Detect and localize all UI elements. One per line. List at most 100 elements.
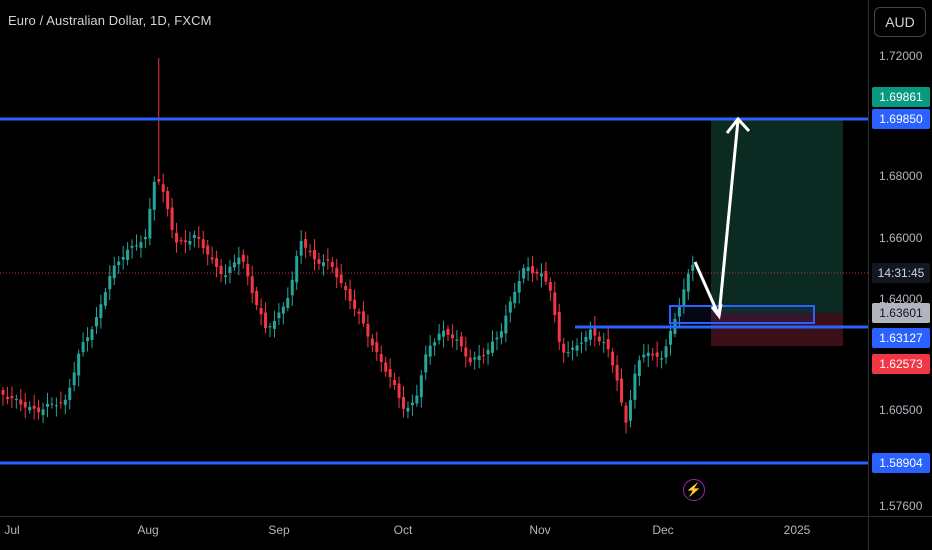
candle-body <box>10 396 14 399</box>
symbol-title[interactable]: Euro / Australian Dollar, 1D, FXCM <box>8 13 212 28</box>
candle-body <box>28 406 32 411</box>
candle-body <box>499 331 503 338</box>
candle-body <box>655 352 659 357</box>
candle-body <box>313 250 316 260</box>
currency-button[interactable]: AUD <box>874 7 926 37</box>
candle-body <box>19 399 23 405</box>
candle-body <box>442 330 446 337</box>
take-profit-zone[interactable] <box>711 120 843 313</box>
candle-body <box>179 240 183 242</box>
axis-corner <box>868 516 932 550</box>
candle-body <box>188 240 192 245</box>
candle-body <box>46 403 49 407</box>
candle-body <box>299 240 303 256</box>
candle-body <box>557 312 561 342</box>
candle-body <box>642 354 646 358</box>
candle-body <box>566 352 570 354</box>
candle-body <box>135 245 138 247</box>
price-axis[interactable] <box>868 0 932 516</box>
candle-body <box>526 267 530 272</box>
candle-body <box>375 342 379 353</box>
price-tick: 1.72000 <box>879 49 923 63</box>
candle-body <box>571 347 575 350</box>
lightning-icon[interactable]: ⚡ <box>683 479 705 501</box>
candle-body <box>495 337 499 340</box>
candle-body <box>304 239 308 248</box>
candle-body <box>54 405 58 407</box>
candle-body <box>415 395 419 404</box>
candle-body <box>121 256 125 260</box>
chart-canvas[interactable]: Euro / Australian Dollar, 1D, FXCM <box>0 0 868 516</box>
candles-group <box>1 58 695 434</box>
candle-body <box>428 345 432 357</box>
candle-body <box>522 268 526 279</box>
candle-body <box>94 317 98 327</box>
candle-body <box>455 339 459 341</box>
projection-down-arrow[interactable] <box>693 261 721 317</box>
candle-body <box>482 355 486 357</box>
candle-body <box>575 345 579 351</box>
time-label: Aug <box>137 523 159 537</box>
price-tick: 1.64000 <box>879 292 923 306</box>
time-label: Oct <box>393 523 413 537</box>
time-axis[interactable] <box>0 516 868 550</box>
countdown-tag: 14:31:45 <box>872 263 930 283</box>
candle-body <box>143 237 147 240</box>
candle-body <box>148 208 152 239</box>
candle-body <box>215 258 219 268</box>
candle-body <box>68 387 72 400</box>
candle-body <box>259 308 263 315</box>
candle-body <box>50 403 54 405</box>
candle-body <box>370 338 374 346</box>
candle-body <box>63 399 67 405</box>
candle-body <box>508 301 512 313</box>
stop-loss-zone[interactable] <box>711 313 843 346</box>
candle-body <box>580 342 583 344</box>
candle-body <box>330 262 334 267</box>
candle-body <box>366 323 370 337</box>
candle-body <box>170 207 174 230</box>
candle-body <box>513 291 517 304</box>
candle-body <box>139 242 143 248</box>
candle-body <box>77 353 81 376</box>
candle-body <box>90 329 94 340</box>
candlestick-chart[interactable] <box>0 0 868 516</box>
candle-body <box>686 273 690 292</box>
candle-body <box>210 257 214 260</box>
entry-zone-box[interactable] <box>669 305 815 324</box>
candle-body <box>468 357 472 363</box>
candle-body <box>669 330 672 345</box>
candle-body <box>99 304 103 319</box>
candle-body <box>388 369 392 378</box>
candle-body <box>112 265 116 279</box>
candle-body <box>339 274 343 284</box>
candle-body <box>637 360 641 377</box>
candle-body <box>86 337 90 342</box>
time-label: Sep <box>268 523 290 537</box>
candle-body <box>504 315 508 334</box>
candle-body <box>348 289 352 302</box>
candle-body <box>393 380 397 385</box>
projection-up-arrow[interactable] <box>717 119 740 317</box>
candle-body <box>197 236 201 239</box>
candle-body <box>308 250 312 253</box>
candle-body <box>562 343 566 353</box>
candle-body <box>593 326 597 336</box>
candle-body <box>491 341 494 353</box>
candle-body <box>241 254 245 262</box>
candle-body <box>437 333 441 341</box>
candle-body <box>633 373 637 400</box>
time-label: Dec <box>652 523 674 537</box>
entry-target-price-tag: 1.69861 <box>872 87 930 107</box>
candle-body <box>157 178 161 182</box>
candle-body <box>81 342 85 353</box>
candle-body <box>424 354 428 373</box>
candle-body <box>446 328 450 335</box>
stop-price-tag: 1.62573 <box>872 354 930 374</box>
candle-body <box>406 407 410 412</box>
candle-body <box>624 405 628 423</box>
candle-body <box>597 336 601 342</box>
candle-body <box>201 239 205 249</box>
candle-body <box>606 339 610 350</box>
candle-body <box>228 266 232 273</box>
